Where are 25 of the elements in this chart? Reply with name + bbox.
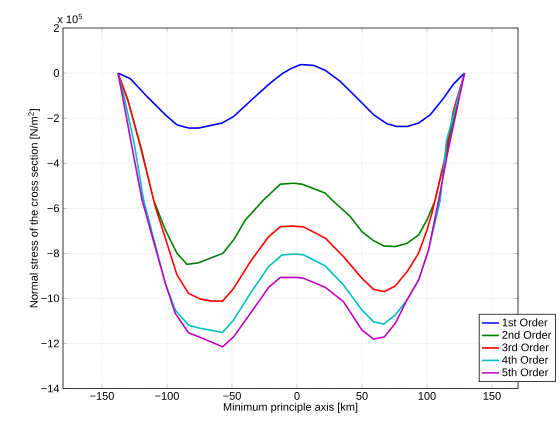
y-tick-label: −4 <box>47 159 60 167</box>
x-tick-label: −150 <box>90 392 114 400</box>
x-tick-label: 50 <box>356 392 368 400</box>
x-tick-label: −100 <box>155 392 179 400</box>
x-tick-label: 0 <box>294 392 300 400</box>
y-tick-label: −6 <box>47 204 59 212</box>
legend-label: 2nd Order <box>502 330 552 339</box>
y-tick-label: −12 <box>41 340 59 348</box>
y-tick-label: −2 <box>47 114 59 122</box>
legend-label: 1st Order <box>502 318 548 326</box>
y-tick-label: 2 <box>54 24 59 32</box>
legend-label: 3rd Order <box>502 343 549 352</box>
y-tick-label: −10 <box>41 294 60 302</box>
x-tick-label: −50 <box>223 392 241 400</box>
legend-label: 4th Order <box>502 356 548 364</box>
y-tick-label: −14 <box>41 384 60 392</box>
y-axis-title: Normal stress of the cross section [N/m$^{2}$] <box>28 109 40 308</box>
text: x 10$^{5}$ <box>58 14 82 24</box>
y-tick-label: 0 <box>54 69 60 77</box>
x-tick-label: 150 <box>484 392 501 400</box>
x-axis-title: Minimum principle axis [km] <box>224 402 358 413</box>
line-series <box>117 64 466 129</box>
legend-label: 5th Order <box>502 368 548 376</box>
x-tick-label: 100 <box>418 392 436 400</box>
y-tick-label: −8 <box>47 249 59 258</box>
